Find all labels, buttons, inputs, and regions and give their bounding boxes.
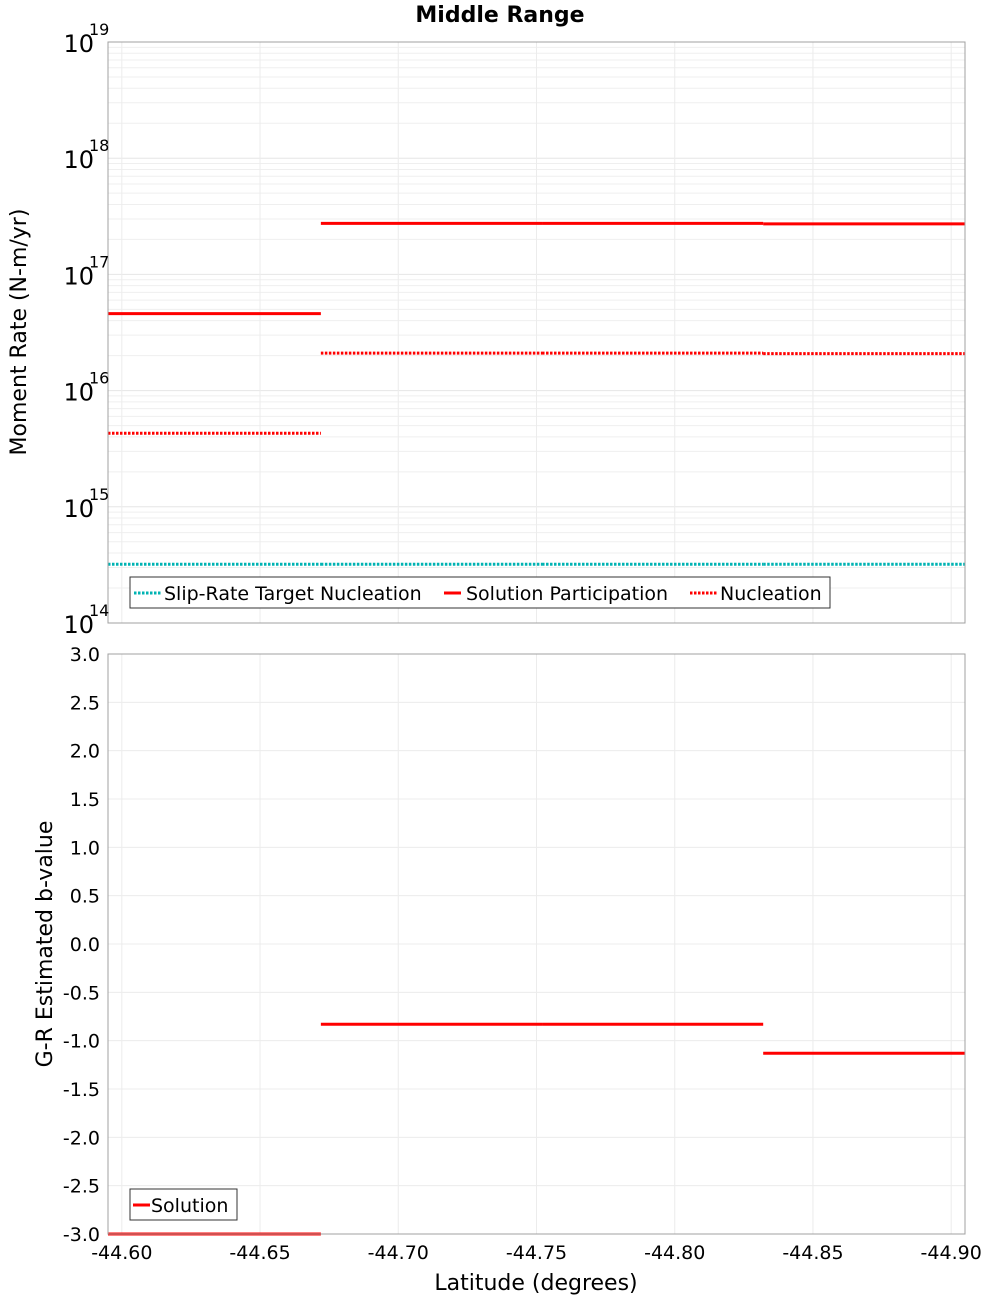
x-tick-label: -44.90 — [921, 1242, 982, 1264]
top-y-tick-exponent: 15 — [89, 485, 109, 504]
legend-label: Solution Participation — [466, 583, 668, 605]
series-nucleation — [108, 351, 965, 435]
bottom-y-tick-label: 2.0 — [70, 741, 100, 763]
bottom-y-tick-label: -2.5 — [63, 1176, 100, 1198]
x-tick-label: -44.75 — [506, 1242, 567, 1264]
legend-label: Solution — [151, 1195, 228, 1217]
top-y-tick-exponent: 19 — [89, 20, 109, 39]
top-gridlines — [108, 42, 965, 624]
top-y-tick-base: 10 — [63, 379, 94, 407]
b-value-panel: 3.0 2.5 2.0 1.5 1.0 0.5 0.0 -0.5 -1.0 -1.5 -2.0 -2.… — [33, 644, 982, 1296]
top-y-tick-base: 10 — [63, 495, 94, 523]
top-y-tick-exponent: 17 — [89, 252, 109, 271]
top-legend-box — [129, 576, 831, 609]
x-axis-label: Latitude (degrees) — [434, 1271, 637, 1296]
bottom-plot-frame — [107, 653, 966, 1235]
x-tick-label: -44.85 — [782, 1242, 843, 1264]
bottom-y-tick-label: -3.0 — [63, 1224, 100, 1246]
bottom-y-tick-label: -1.5 — [63, 1079, 100, 1101]
legend-label: Nucleation — [720, 583, 822, 605]
bottom-y-tick-label: 0.0 — [70, 934, 100, 956]
bottom-legend: Solution — [129, 1188, 238, 1221]
top-y-tick-base: 10 — [63, 611, 94, 639]
bottom-y-axis-label: G-R Estimated b-value — [33, 821, 58, 1068]
series-solution-participation — [108, 221, 965, 316]
bottom-y-tick-label: -1.0 — [63, 1031, 100, 1053]
x-tick-label: -44.80 — [644, 1242, 705, 1264]
top-series-group — [108, 221, 965, 566]
bottom-y-tick-label: 2.5 — [70, 692, 100, 714]
top-y-tick-base: 10 — [63, 30, 94, 58]
bottom-y-tick-label: 0.5 — [70, 886, 100, 908]
x-tick-label: -44.65 — [229, 1242, 290, 1264]
bottom-y-tick-labels: 3.0 2.5 2.0 1.5 1.0 0.5 0.0 -0.5 -1.0 -1.5 -2.0 -2.… — [63, 644, 100, 1246]
top-plot-frame — [107, 41, 966, 624]
top-y-tick-exponent: 14 — [89, 601, 109, 620]
x-tick-label: -44.60 — [91, 1242, 152, 1264]
top-y-tick-base: 10 — [63, 262, 94, 290]
chart-title: Middle Range — [415, 3, 584, 28]
bottom-y-tick-label: 1.0 — [70, 837, 100, 859]
top-y-tick-base: 10 — [63, 146, 94, 174]
x-tick-label: -44.70 — [368, 1242, 429, 1264]
bottom-y-tick-label: 1.5 — [70, 789, 100, 811]
top-y-tick-exponent: 18 — [89, 136, 109, 155]
x-tick-labels: -44.60 -44.65 -44.70 -44.75 -44.80 -44.85 -44.… — [91, 1242, 982, 1264]
bottom-y-tick-label: -2.0 — [63, 1127, 100, 1149]
top-y-tick-exponent: 16 — [89, 369, 109, 388]
legend-label: Slip-Rate Target Nucleation — [164, 583, 422, 605]
bottom-y-tick-label: -0.5 — [63, 982, 100, 1004]
bottom-y-tick-label: 3.0 — [70, 644, 100, 666]
top-legend: Slip-Rate Target Nucleation Solution Part… — [129, 576, 831, 609]
top-y-axis-label: Moment Rate (N-m/yr) — [7, 209, 32, 456]
